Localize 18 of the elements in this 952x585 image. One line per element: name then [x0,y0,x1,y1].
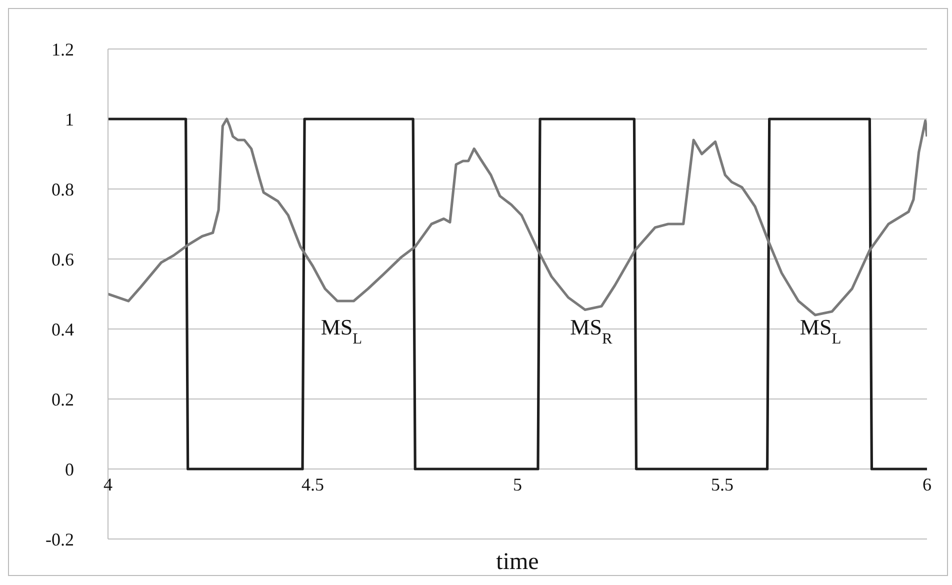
annotation: MS$_{L}$ [800,314,842,347]
y-tick-label: 0.2 [52,389,74,410]
x-tick-label: 5 [513,474,522,495]
x-tick-label: 6 [922,474,932,495]
y-tick-label: 0 [65,459,74,480]
y-tick-label: 1 [65,109,74,130]
annotation: MS$_{R}$ [570,314,613,347]
y-tick-label: 0.6 [52,249,74,270]
x-tick-label: 4.5 [302,474,324,495]
x-axis-title: time [496,549,539,575]
y-tick-label: 1.2 [52,39,74,60]
y-tick-label: 0.8 [52,179,74,200]
y-tick-label: -0.2 [46,529,74,550]
annotation: MS$_{L}$ [320,314,362,347]
line-series [108,118,927,316]
x-tick-label: 5.5 [711,474,734,495]
y-tick-label: 0.4 [52,319,74,340]
x-tick-label: 4 [104,474,112,495]
